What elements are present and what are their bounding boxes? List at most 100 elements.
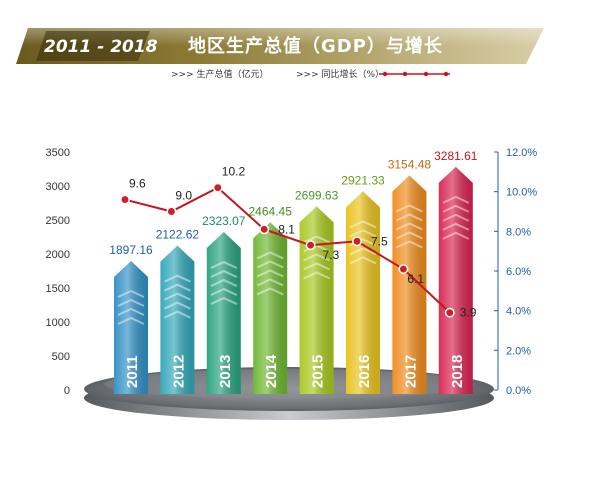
- legend-growth: >>> 同比增长（%）: [296, 68, 384, 80]
- right-tick-label: 8.0%: [506, 226, 531, 238]
- bar-chevron: [442, 222, 470, 231]
- bar-value-label: 2921.33: [341, 173, 385, 187]
- growth-series: 9.6 9.0 10.2 8.1 7.3 7.5 6.1 3.9: [120, 165, 477, 320]
- right-tick-label: 2.0%: [506, 345, 531, 357]
- bar-shine: [206, 232, 241, 394]
- bar-chevron: [210, 278, 238, 287]
- bar-chevron: [163, 292, 191, 301]
- bar-chevron: [442, 213, 470, 222]
- left-tick-label: 500: [52, 351, 70, 363]
- right-axis: 0.0% 2.0% 4.0% 6.0% 8.0% 10.0% 12.0%: [494, 147, 537, 397]
- bar-shine: [160, 245, 195, 394]
- bar-value-label: 2464.45: [249, 204, 293, 218]
- bar-chevron: [117, 307, 145, 316]
- bar-chevron: [256, 287, 284, 296]
- growth-value-label: 7.5: [371, 234, 388, 248]
- bar-chevron: [117, 298, 145, 307]
- left-tick-label: 3500: [46, 147, 70, 159]
- banner-highlight: [22, 28, 544, 46]
- bar-chevron: [256, 260, 284, 269]
- banner-year-box: [36, 31, 150, 61]
- bar-chevron: [163, 283, 191, 292]
- left-tick-label: 0: [64, 385, 70, 397]
- bar-chevron: [210, 260, 238, 269]
- bar-chevron: [349, 256, 377, 265]
- bar-value-label: 2323.07: [202, 214, 246, 228]
- bar-chevron: [163, 301, 191, 310]
- bar-value-label: 3281.61: [434, 149, 478, 163]
- bar-shine: [253, 222, 288, 394]
- bar-chevron: [210, 296, 238, 305]
- legend-growth-dot-2: [402, 71, 408, 77]
- bar-shine: [392, 175, 427, 394]
- growth-point: [212, 182, 223, 193]
- growth-point: [352, 236, 362, 247]
- growth-line: [124, 186, 451, 314]
- legend-growth-dot-1: [382, 71, 388, 77]
- legend-gdp: >>> 生产总值（亿元）: [171, 68, 268, 80]
- platform-inner: [104, 369, 474, 399]
- banner-years: 2011 - 2018: [44, 37, 158, 57]
- bar-year-label: 2013: [217, 355, 234, 388]
- bar-chevron: [442, 195, 470, 204]
- bar-value-label: 2122.62: [156, 228, 200, 242]
- bar-year-label: 2017: [402, 355, 419, 388]
- growth-value-label: 6.1: [407, 272, 424, 286]
- growth-value-label: 9.6: [129, 177, 146, 191]
- bar-2013: 2013: [206, 232, 241, 394]
- right-tick-label: 6.0%: [506, 266, 531, 278]
- left-tick-label: 1500: [46, 283, 70, 295]
- growth-point: [444, 307, 455, 318]
- right-tick-label: 10.0%: [506, 187, 537, 199]
- right-tick-label: 12.0%: [506, 147, 537, 159]
- bar-chevron: [303, 271, 331, 280]
- bar-chevron: [349, 247, 377, 256]
- bar-chevron: [395, 213, 423, 222]
- growth-value-label: 8.1: [278, 222, 295, 236]
- growth-value-label: 7.3: [323, 248, 340, 262]
- bar-chevron: [210, 287, 238, 296]
- right-tick-label: 4.0%: [506, 306, 531, 318]
- growth-value-label: 3.9: [460, 306, 477, 320]
- bar-value-labels: 1897.162122.622323.072464.452699.632921.…: [109, 149, 478, 257]
- growth-point: [120, 194, 130, 205]
- bar-year-label: 2012: [170, 355, 187, 388]
- bar-year-label: 2014: [263, 354, 280, 388]
- bar-year-label: 2011: [124, 355, 141, 388]
- bar-chevron: [256, 269, 284, 278]
- bar-year-label: 2018: [449, 355, 466, 388]
- growth-value-label: 10.2: [222, 165, 246, 179]
- bar-chevron: [256, 278, 284, 287]
- growth-point: [398, 264, 409, 274]
- bar-chevron: [303, 235, 331, 244]
- bar-chevron: [163, 274, 191, 283]
- title-banner: 2011 - 2018 地区生产总值（GDP）与增长: [16, 28, 544, 64]
- left-tick-label: 1000: [46, 317, 70, 329]
- bar-chevron: [210, 269, 238, 278]
- bar-shine: [438, 166, 473, 394]
- left-tick-label: 2500: [46, 215, 70, 227]
- growth-point: [305, 240, 316, 251]
- left-axis: 0 500 1000 1500 2000 2500 3000 3500: [46, 147, 70, 397]
- bar-chevron: [163, 310, 191, 319]
- growth-point: [259, 224, 270, 235]
- bar-chevron: [395, 204, 423, 213]
- right-tick-label: 0.0%: [506, 385, 531, 397]
- legend-growth-dot-4: [443, 71, 449, 77]
- banner-title: 地区生产总值（GDP）与增长: [188, 35, 443, 57]
- bar-chevron: [442, 231, 470, 240]
- bar-chevron: [349, 220, 377, 229]
- bar-chevron: [395, 222, 423, 231]
- growth-value-label: 9.0: [175, 189, 192, 203]
- bar-chevron: [442, 204, 470, 213]
- bar-chevron: [395, 231, 423, 240]
- growth-point: [166, 206, 177, 217]
- bar-2011: 2011: [114, 260, 148, 394]
- legend: >>> 生产总值（亿元） >>> 同比增长（%）: [171, 68, 450, 80]
- bar-chevron: [303, 262, 331, 271]
- bar-2012: 2012: [160, 245, 195, 394]
- bar-shine: [299, 206, 334, 394]
- bar-2017: 2017: [392, 175, 427, 394]
- bar-shine: [114, 260, 148, 394]
